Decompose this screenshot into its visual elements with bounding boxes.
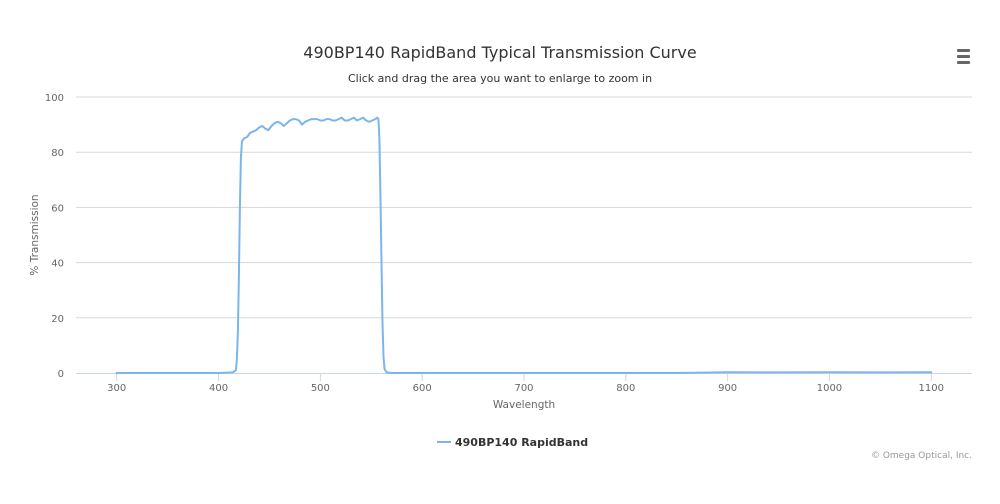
menu-bar [956, 61, 970, 64]
y-tick-label: 60 [51, 203, 64, 214]
y-axis-label: % Transmission [29, 194, 41, 275]
grid-lines [76, 96, 972, 319]
series-line[interactable] [115, 116, 933, 374]
x-tick-label: 1000 [817, 383, 842, 394]
x-tick-label: 300 [107, 383, 126, 394]
menu-bar [956, 55, 970, 58]
x-tick-label: 700 [514, 383, 533, 394]
chart-title: 490BP140 RapidBand Typical Transmission … [303, 43, 696, 62]
axes: 0 20 40 60 80 100 300 400 500 600 700 800 900 1000 110… [45, 93, 972, 394]
y-tick-label: 100 [45, 93, 64, 104]
x-tick-label: 900 [718, 383, 737, 394]
x-axis-label: Wavelength [493, 399, 555, 411]
chart-subtitle: Click and drag the area you want to enla… [348, 72, 652, 85]
legend-item-label[interactable]: 490BP140 RapidBand [455, 436, 588, 449]
hamburger-menu-icon[interactable] [950, 44, 976, 68]
x-tick-label: 500 [311, 383, 330, 394]
x-tick-label: 400 [209, 383, 228, 394]
y-tick-label: 80 [51, 148, 64, 159]
y-tick-label: 0 [58, 369, 64, 380]
legend[interactable]: 490BP140 RapidBand [437, 436, 588, 449]
x-tick-label: 800 [616, 383, 635, 394]
y-tick-label: 40 [51, 259, 64, 270]
menu-bar [956, 49, 970, 52]
x-tick-label: 600 [413, 383, 432, 394]
series-layer [115, 116, 933, 374]
credits-text[interactable]: © Omega Optical, Inc. [871, 451, 972, 461]
y-tick-label: 20 [51, 314, 64, 325]
x-tick-label: 1100 [919, 383, 944, 394]
